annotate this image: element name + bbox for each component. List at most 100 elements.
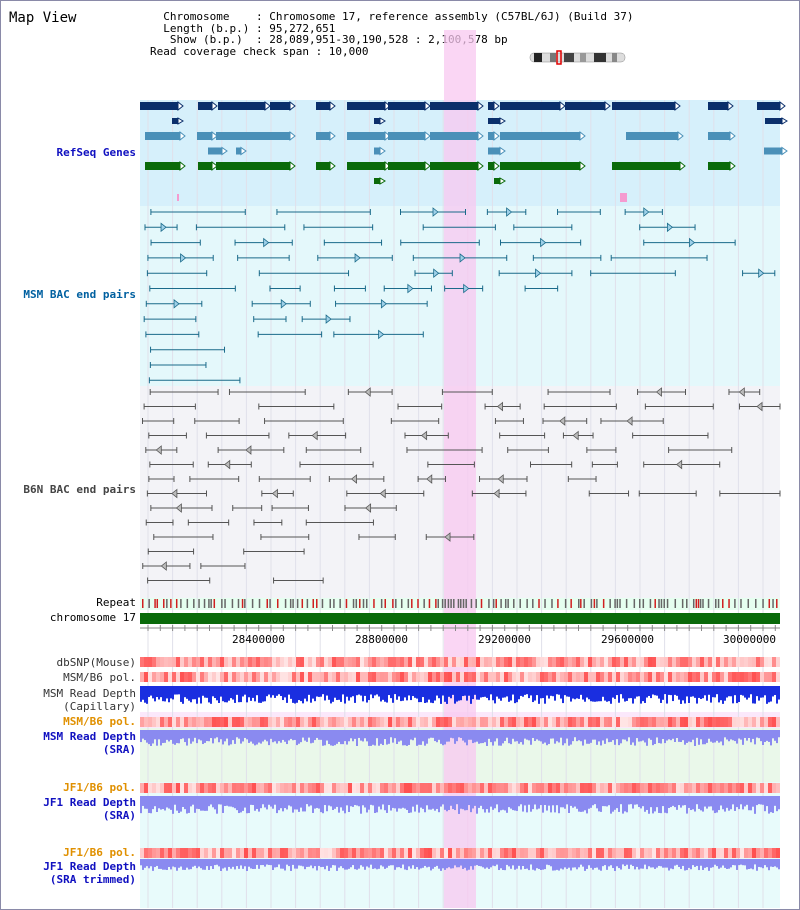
jf1-trimmed-depth-bar [494,859,496,867]
repeat-element [619,599,621,608]
jf1-sra-depth-bar [158,796,160,809]
jf1-pol-heat-cell [740,848,744,858]
msm-sra-depth-bar [546,730,548,746]
jf1-pol-heat-cell [608,783,612,793]
jf1-trimmed-depth-bar [526,859,528,869]
msm-sra-depth-bar [340,730,342,745]
msm-sra-depth-bar [472,730,474,744]
jf1-pol-heat-cell [456,848,460,858]
repeat-element [470,599,473,608]
jf1-trimmed-depth-bar [560,859,562,869]
jf1-pol-heat-cell [636,848,640,858]
jf1-pol-heat-cell [216,783,220,793]
msm-sra-depth-bar [602,730,604,741]
repeat-track[interactable] [142,599,778,608]
jf1-sra-depth-bar [332,796,334,811]
jf1-sra-depth-bar [370,796,372,805]
jf1-pol-heat-cell [264,848,268,858]
dbsnp-heat-cell [272,657,276,667]
msm-capillary-depth-bar [322,686,324,695]
msm-pol-heat-cell [460,717,464,727]
jf1-trimmed-depth-bar [280,859,282,869]
msm-pol-heat-cell [348,672,352,682]
msm-pol-heat-cell [684,672,688,682]
jf1-trimmed-depth-bar [728,859,730,869]
gene-block [197,132,212,140]
jf1-pol-heat-cell [464,848,468,858]
msm-pol-heat-cell [532,672,536,682]
gene-block [316,132,330,140]
msm-sra-depth-bar [264,730,266,740]
jf1-pol-heat-cell [600,783,604,793]
msm-bac-track[interactable] [143,207,776,384]
msm-pol-heat-cell [264,672,268,682]
msm-pol-heat-cell [584,672,588,682]
jf1-pol-heat-cell [676,783,680,793]
jf1-sra-depth-bar [584,796,586,811]
jf1-trimmed-depth-bar [660,859,662,867]
msm-pol-heat-cell [408,717,412,727]
msm-capillary-depth-bar [602,686,604,697]
jf1-sra-depth-bar [496,796,498,805]
jf1-pol-heat-cell [432,848,436,858]
polymorphism-heat-tracks[interactable] [140,657,780,858]
msm-sra-depth-bar [594,730,596,740]
msm-sra-depth-bar [760,730,762,742]
msm-pol-heat-cell [356,717,360,727]
refseq-genes-track[interactable] [140,100,788,202]
jf1-sra-depth-bar [422,796,424,809]
dbsnp-heat-cell [524,657,528,667]
jf1-trimmed-depth-bar [318,859,320,866]
dbsnp-heat-cell [408,657,412,667]
jf1-trimmed-depth-bar [254,859,256,869]
jf1-trimmed-depth-bar [676,859,678,865]
jf1-pol-heat-cell [560,848,564,858]
jf1-trimmed-depth-bar [368,859,370,868]
jf1-pol-heat-cell [756,783,760,793]
jf1-sra-depth-bar [646,796,648,810]
jf1-pol-heat-cell [252,848,256,858]
jf1-sra-depth-bar [336,796,338,807]
msm-pol-heat-cell [140,672,144,682]
msm-pol-heat-cell [344,717,348,727]
jf1-sra-depth-bar [490,796,492,807]
jf1-trimmed-depth-bar [272,859,274,871]
gene-block [494,178,500,184]
dbsnp-heat-cell [740,657,744,667]
msm-capillary-depth-bar [340,686,342,702]
jf1-trimmed-depth-bar [374,859,376,869]
msm-sra-depth-bar [226,730,228,739]
selected-region-highlight[interactable] [444,30,476,908]
jf1-pol-heat-cell [436,848,440,858]
msm-capillary-depth-bar [528,686,530,699]
jf1-sra-depth-bar [232,796,234,808]
b6n-bac-track[interactable] [141,387,781,584]
jf1-sra-depth-bar [314,796,316,809]
read-depth-tracks[interactable] [140,686,780,871]
jf1-sra-depth-bar [726,796,728,808]
jf1-sra-depth-bar [736,796,738,808]
bac-pair-arrow [155,445,162,455]
jf1-pol-heat-cell [624,783,628,793]
msm-pol-heat-cell [740,717,744,727]
msm-sra-depth-bar [528,730,530,741]
msm-sra-depth-bar [236,730,238,738]
jf1-pol-heat-cell [272,848,276,858]
msm-sra-depth-bar [256,730,258,745]
chromosome-bar[interactable] [140,613,780,624]
jf1-pol-heat-cell [160,848,164,858]
jf1-pol-heat-cell [700,848,704,858]
msm-capillary-depth-bar [266,686,268,697]
msm-sra-depth-bar [684,730,686,745]
msm-pol-heat-cell [572,717,576,727]
chromosome-ideogram[interactable] [529,50,626,65]
jf1-sra-depth-bar [758,796,760,805]
msm-sra-depth-bar [552,730,554,739]
msm-sra-depth-bar [740,730,742,740]
gene-block [198,162,212,170]
jf1-sra-depth-bar [348,796,350,813]
msm-sra-depth-bar [172,730,174,744]
jf1-trimmed-depth-bar [396,859,398,868]
jf1-sra-depth-bar [242,796,244,811]
